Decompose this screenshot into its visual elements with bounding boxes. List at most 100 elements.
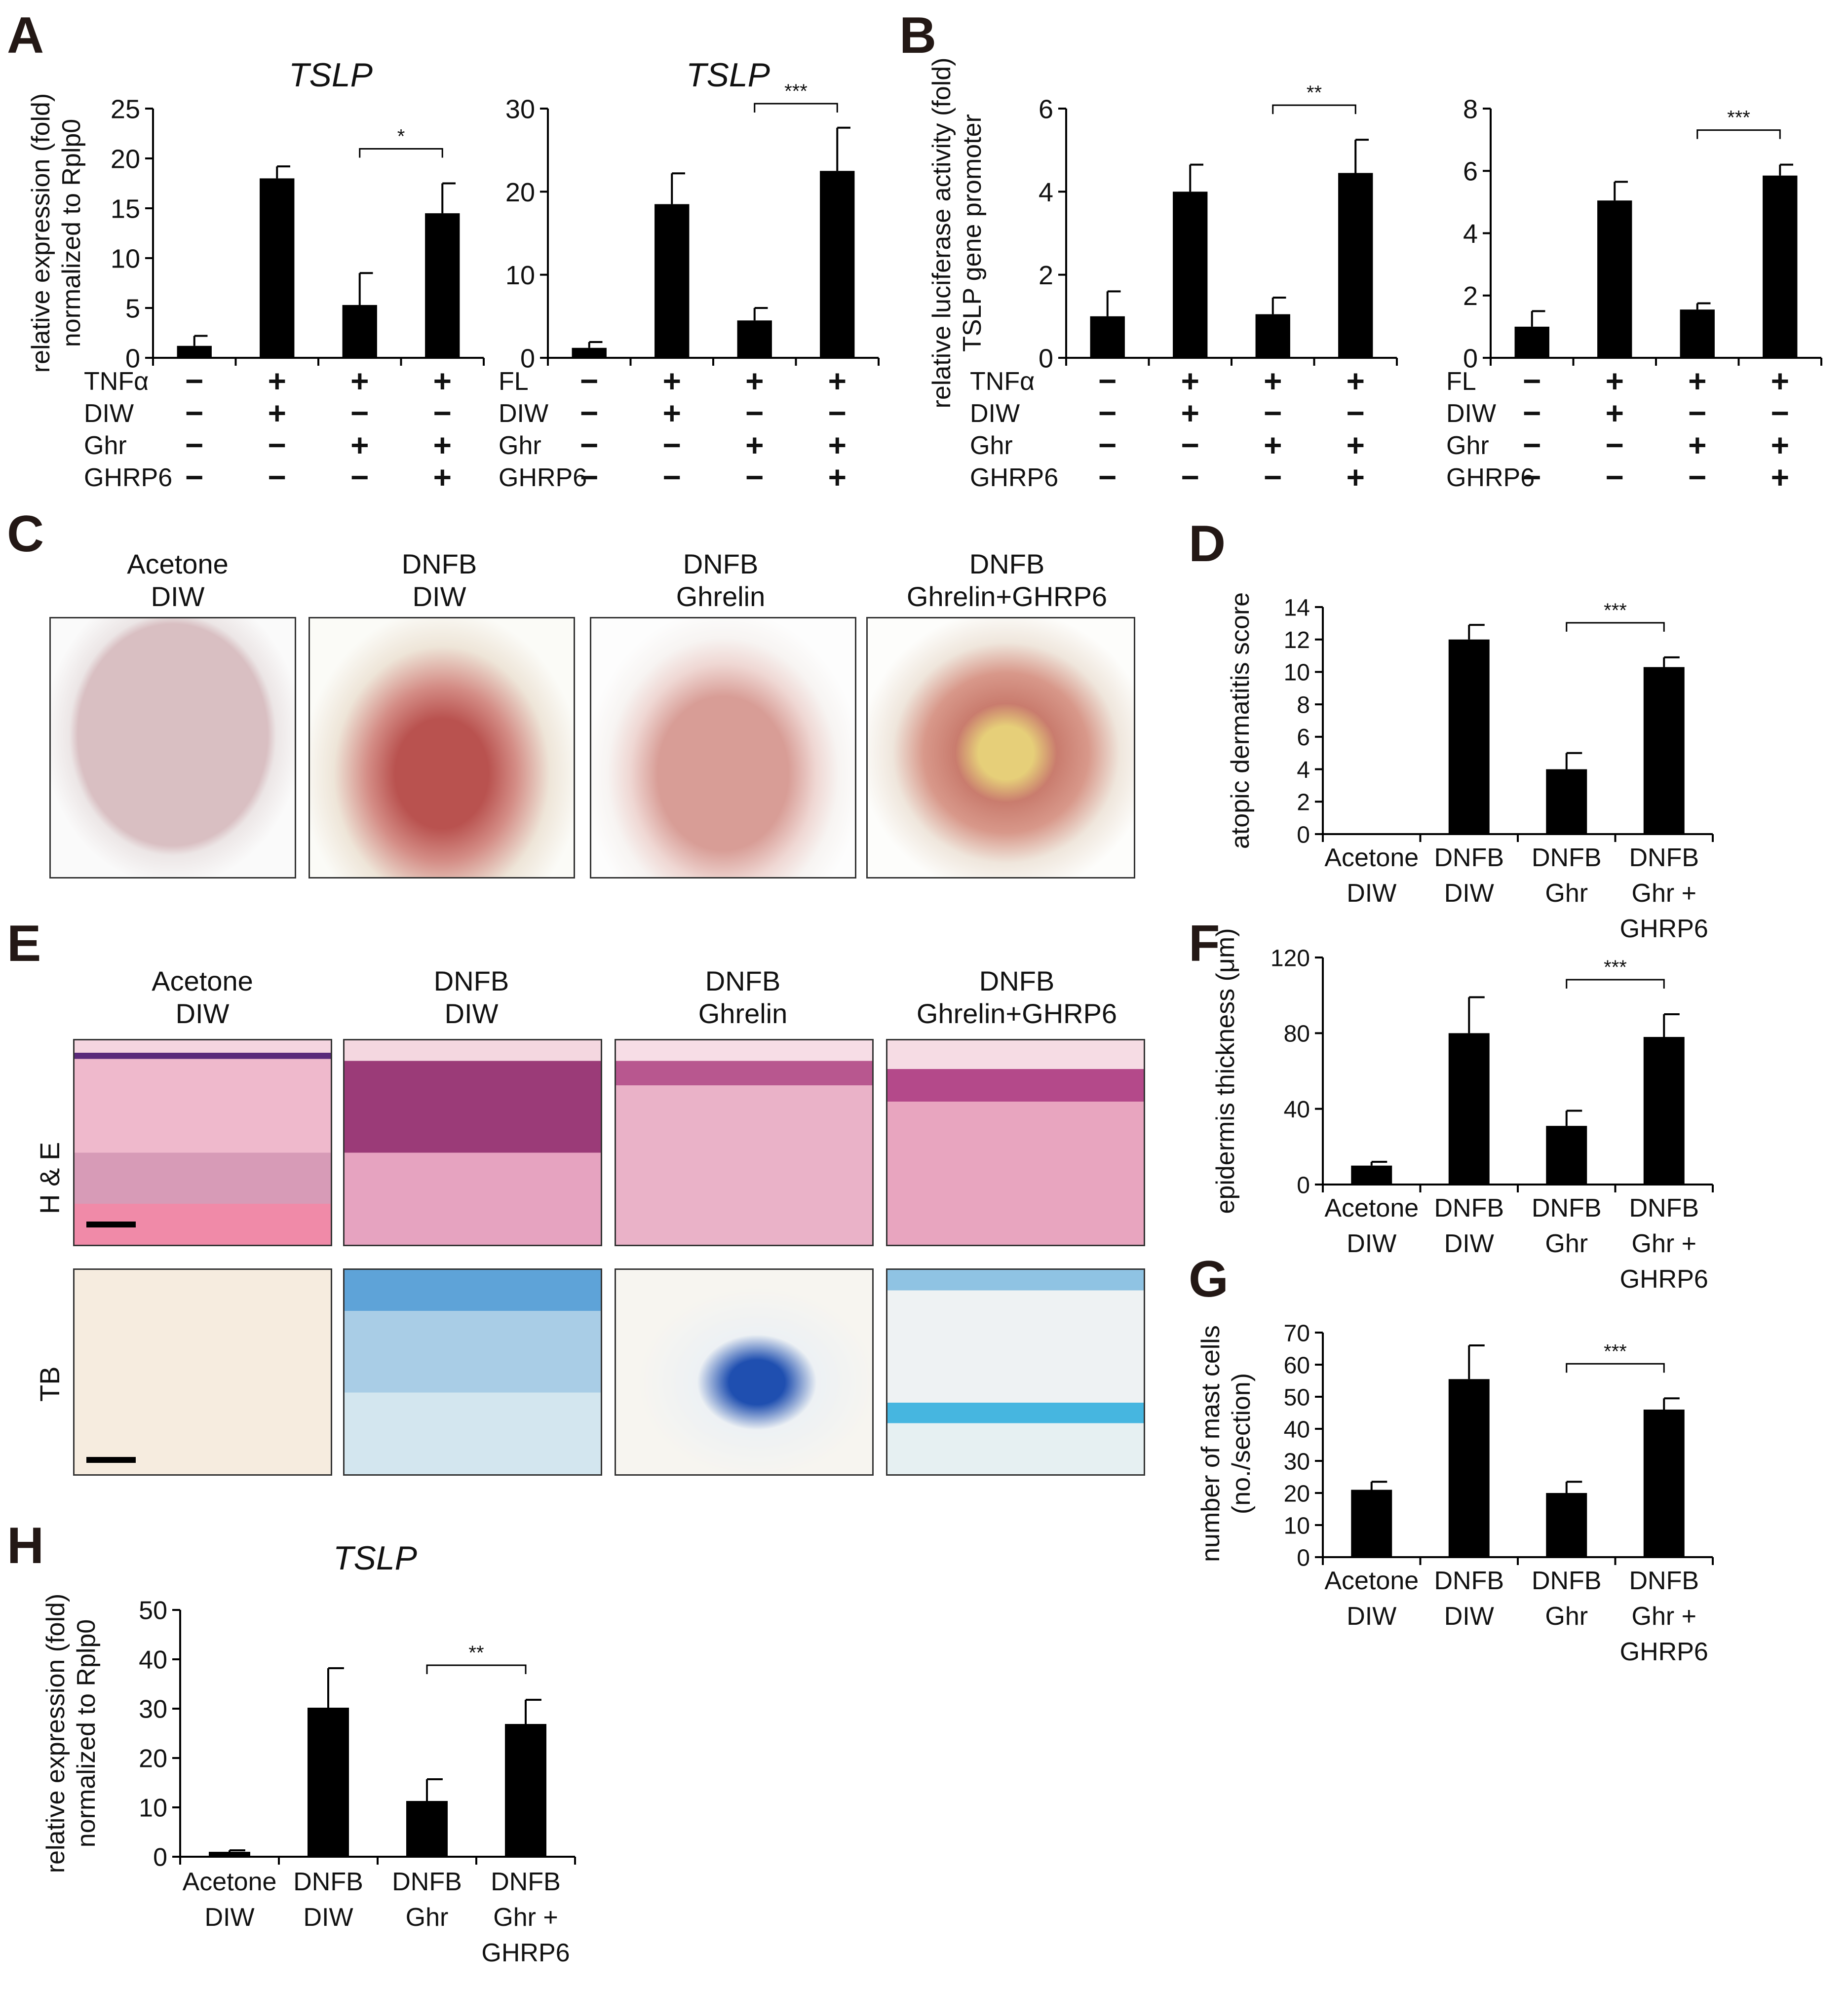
tb-stain-dnfb-ghrelin — [615, 1268, 874, 1476]
photo-caption-dnfb-ghrelin-ghrp6: DNFB Ghrelin+GHRP6 — [906, 548, 1108, 612]
y-tick-label-a1: 15 — [111, 194, 140, 224]
condition-mark-b2: − — [1688, 459, 1706, 495]
condition-mark-a1: − — [350, 459, 369, 495]
bar-f-4 — [1643, 1037, 1685, 1185]
condition-mark-a2: − — [663, 427, 681, 463]
tb-stain-acetone-diw — [73, 1268, 332, 1476]
he-stain-dnfb-diw — [343, 1039, 602, 1246]
condition-mark-b2: − — [1688, 395, 1706, 431]
condition-label-a2: DIW — [499, 399, 548, 428]
category-label-d: DNFB — [1434, 843, 1504, 872]
y-tick-label-f: 40 — [1284, 1097, 1310, 1123]
condition-label-a1: TNFα — [84, 367, 149, 396]
significance-bracket-d — [1566, 622, 1665, 632]
bar-b2-3 — [1680, 309, 1715, 358]
category-label-d: Ghr + — [1632, 879, 1697, 908]
condition-mark-b1: + — [1347, 363, 1365, 399]
y-tick-label-b2: 8 — [1463, 94, 1478, 124]
panel-letter-h: H — [7, 1517, 44, 1574]
condition-mark-b1: − — [1264, 395, 1282, 431]
tb-stain-dnfb-ghrelin-ghrp6 — [886, 1268, 1145, 1476]
condition-mark-b2: − — [1523, 459, 1541, 495]
y-tick-label-a2: 0 — [520, 344, 535, 373]
y-tick-label-a1: 0 — [125, 344, 140, 373]
condition-mark-a1: − — [185, 395, 203, 431]
y-tick-label-g: 30 — [1284, 1449, 1310, 1475]
category-label-d: DNFB — [1629, 843, 1699, 872]
y-tick-label-b2: 0 — [1463, 344, 1478, 373]
condition-mark-b2: − — [1606, 427, 1624, 463]
bar-g-4 — [1643, 1410, 1685, 1557]
panel-letter-c: C — [7, 505, 44, 563]
category-label-h: Ghr — [406, 1903, 449, 1932]
condition-mark-b1: − — [1181, 427, 1199, 463]
condition-mark-a2: + — [663, 395, 681, 431]
condition-mark-a1: + — [433, 363, 452, 399]
condition-mark-a2: − — [745, 395, 764, 431]
category-label-h: DIW — [204, 1903, 254, 1932]
significance-label-h: ** — [468, 1642, 484, 1664]
category-label-d: DNFB — [1532, 843, 1602, 872]
significance-label-g: *** — [1604, 1340, 1627, 1362]
chart-title-h: TSLP — [333, 1539, 417, 1577]
category-label-h: Acetone — [183, 1868, 277, 1896]
y-axis-label-h: relative expression (fold) — [41, 1594, 70, 1873]
y-tick-label-d: 6 — [1297, 725, 1310, 751]
histology-caption-dnfb-ghrelin-ghrp6: DNFB Ghrelin+GHRP6 — [916, 965, 1117, 1029]
condition-mark-a2: + — [745, 363, 764, 399]
condition-mark-b2: + — [1606, 363, 1624, 399]
y-tick-label-a1: 20 — [111, 144, 140, 174]
y-axis-label-b1: relative luciferase activity (fold) — [927, 58, 956, 409]
photo-caption-dnfb-ghrelin: DNFB Ghrelin — [676, 548, 766, 612]
y-axis-label-b1: TSLP gene promoter — [958, 114, 987, 352]
bar-a1-4 — [425, 213, 460, 358]
y-tick-label-d: 12 — [1284, 627, 1310, 653]
bar-f-1 — [1351, 1165, 1392, 1185]
bar-g-3 — [1546, 1493, 1587, 1557]
y-tick-label-b2: 6 — [1463, 157, 1478, 187]
significance-bracket-a2 — [754, 103, 838, 113]
category-label-h: Ghr + — [493, 1903, 558, 1932]
y-axis-label-f: epidermis thickness (μm) — [1211, 928, 1240, 1214]
mouse-photo-dnfb-ghrelin — [590, 617, 856, 879]
photo-caption-acetone-diw: Acetone DIW — [127, 548, 229, 612]
bar-a2-3 — [737, 320, 772, 358]
category-label-h: DIW — [303, 1903, 353, 1932]
category-label-d: DIW — [1444, 879, 1494, 908]
condition-mark-a2: + — [745, 427, 764, 463]
y-tick-label-b1: 0 — [1039, 344, 1053, 373]
category-label-f: Ghr + — [1632, 1229, 1697, 1258]
y-tick-label-g: 70 — [1284, 1320, 1310, 1346]
y-tick-label-d: 4 — [1297, 757, 1310, 783]
condition-mark-b2: + — [1771, 427, 1789, 463]
condition-mark-a1: + — [268, 363, 286, 399]
significance-bracket-g — [1566, 1363, 1665, 1373]
y-tick-label-h: 50 — [139, 1597, 167, 1625]
y-tick-label-h: 10 — [139, 1794, 167, 1823]
significance-label-a2: *** — [784, 80, 808, 102]
condition-mark-a1: − — [433, 395, 452, 431]
mouse-photo-dnfb-ghrelin-ghrp6 — [866, 617, 1135, 879]
y-tick-label-a2: 30 — [505, 94, 535, 124]
category-label-g: GHRP6 — [1620, 1638, 1708, 1666]
y-tick-label-b2: 4 — [1463, 219, 1478, 249]
histology-row-label-he: H & E — [34, 1142, 65, 1214]
y-tick-label-f: 0 — [1297, 1172, 1310, 1198]
category-label-d: DIW — [1347, 879, 1396, 908]
y-tick-label-a1: 25 — [111, 94, 140, 124]
bar-d-3 — [1546, 769, 1587, 834]
y-tick-label-g: 50 — [1284, 1384, 1310, 1411]
significance-bracket-a1 — [359, 148, 443, 158]
panel-letter-b: B — [899, 7, 937, 64]
category-label-g: Ghr — [1545, 1602, 1588, 1631]
significance-label-b1: ** — [1307, 82, 1322, 104]
y-tick-label-h: 20 — [139, 1745, 167, 1773]
condition-mark-b1: − — [1098, 363, 1116, 399]
y-tick-label-g: 10 — [1284, 1513, 1310, 1539]
condition-mark-a1: − — [268, 459, 286, 495]
condition-mark-b1: − — [1098, 459, 1116, 495]
y-axis-label-h: normalized to Rplp0 — [72, 1619, 101, 1847]
